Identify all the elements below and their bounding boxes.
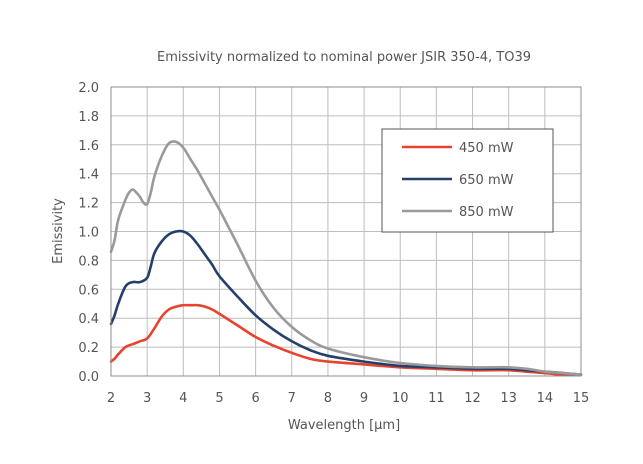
chart-title: Emissivity normalized to nominal power J…	[157, 50, 531, 65]
y-tick-label: 0.6	[78, 283, 99, 298]
x-tick-label: 4	[179, 391, 187, 406]
x-tick-label: 12	[464, 391, 481, 406]
series-line-850-mw	[109, 140, 583, 376]
x-axis-label: Wavelength [µm]	[288, 418, 400, 433]
y-tick-label: 1.0	[78, 226, 99, 241]
y-axis-label: Emissivity	[51, 198, 66, 264]
x-tick-label: 6	[251, 391, 259, 406]
series-line-450-mw	[109, 303, 583, 376]
legend-label-650-mw: 650 mW	[459, 173, 514, 188]
series-line-650-mw	[109, 229, 583, 376]
plot-frame	[110, 86, 582, 377]
x-tick-label: 9	[360, 391, 368, 406]
y-tick-label: 0.8	[78, 254, 99, 269]
x-tick-label: 14	[537, 391, 554, 406]
x-tick-label: 10	[392, 391, 409, 406]
y-tick-label: 1.6	[78, 139, 99, 154]
y-tick-label: 1.8	[78, 110, 99, 125]
x-tick-label: 13	[500, 391, 517, 406]
x-tick-label: 11	[428, 391, 445, 406]
y-tick-label: 1.4	[78, 168, 99, 183]
x-tick-label: 5	[215, 391, 223, 406]
x-tick-label: 7	[288, 391, 296, 406]
x-tick-label: 8	[324, 391, 332, 406]
legend-label-850-mw: 850 mW	[459, 205, 514, 220]
y-tick-label: 0.0	[78, 370, 99, 385]
y-tick-label: 2.0	[78, 81, 99, 96]
series-lines	[109, 140, 583, 376]
legend-label-450-mw: 450 mW	[459, 141, 514, 156]
x-tick-label: 2	[107, 391, 115, 406]
x-tick-label: 15	[573, 391, 590, 406]
x-tick-label: 3	[143, 391, 151, 406]
legend: 450 mW 650 mW 850 mW	[381, 128, 554, 233]
y-tick-label: 0.2	[78, 341, 99, 356]
y-tick-label: 0.4	[78, 312, 99, 327]
y-tick-label: 1.2	[78, 197, 99, 212]
tick-labels: 2 3 4 5 6 7 8 9 10 11 12 13 14 15 0.0 0.2 0.4 0.6 0.8 1.0 1.…	[78, 81, 589, 406]
